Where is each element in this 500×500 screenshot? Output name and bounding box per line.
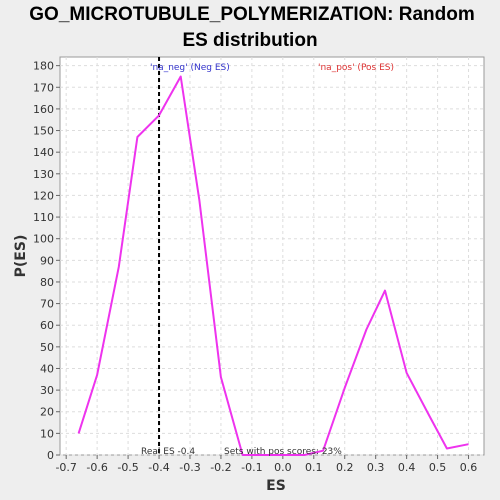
y-tick-label: 30: [40, 384, 54, 397]
y-tick-label: 10: [40, 427, 54, 440]
chart-title-line1: GO_MICROTUBULE_POLYMERIZATION: Random: [29, 4, 474, 25]
x-tick-label: -0.1: [241, 461, 262, 474]
x-tick-label: 0.3: [367, 461, 385, 474]
y-tick-label: 140: [33, 146, 54, 159]
real-es-annotation: Real ES -0.4: [141, 447, 195, 457]
x-tick-label: -0.7: [55, 461, 76, 474]
y-tick-label: 50: [40, 341, 54, 354]
x-tick-label: 0.6: [460, 461, 478, 474]
y-tick-label: 170: [33, 81, 54, 94]
x-tick-label: -0.2: [210, 461, 231, 474]
x-tick-label: 0.4: [398, 461, 416, 474]
y-axis-title: P(ES): [13, 235, 29, 278]
y-tick-label: 150: [33, 125, 54, 138]
y-tick-label: 160: [33, 103, 54, 116]
x-tick-label: 0.2: [336, 461, 354, 474]
x-axis: -0.7 -0.6 -0.5 -0.4 -0.3 -0.2 -0.1 0.0 0.1 0.2 0.3…: [55, 455, 477, 474]
x-tick-label: -0.4: [148, 461, 169, 474]
y-tick-label: 0: [47, 449, 54, 462]
y-tick-label: 110: [33, 211, 54, 224]
x-tick-label: -0.6: [86, 461, 107, 474]
x-tick-label: -0.3: [179, 461, 200, 474]
y-tick-label: 60: [40, 319, 54, 332]
y-tick-label: 80: [40, 276, 54, 289]
y-axis: 0 10 20 30 40 50 60 70 80 90 100 110 120 130 140 150 160…: [33, 60, 60, 462]
grid-lines: [60, 57, 484, 456]
legend-pos: 'na_pos' (Pos ES): [318, 63, 394, 73]
y-tick-label: 70: [40, 298, 54, 311]
y-tick-label: 100: [33, 233, 54, 246]
pos-scores-annotation: Sets with pos scores: 23%: [224, 447, 342, 457]
x-tick-label: 0.5: [429, 461, 447, 474]
x-tick-label: 0.1: [305, 461, 323, 474]
series-group: [77, 75, 469, 456]
legend-neg: 'na_neg' (Neg ES): [150, 63, 230, 73]
y-tick-label: 90: [40, 254, 54, 267]
series-line: [77, 75, 469, 456]
y-tick-label: 120: [33, 189, 54, 202]
y-tick-label: 40: [40, 362, 54, 375]
x-axis-title: ES: [266, 478, 286, 494]
y-tick-label: 130: [33, 168, 54, 181]
plot-area: [59, 56, 485, 456]
y-tick-label: 20: [40, 406, 54, 419]
x-tick-label: -0.5: [117, 461, 138, 474]
x-tick-label: 0.0: [274, 461, 292, 474]
y-tick-label: 180: [33, 60, 54, 73]
chart-title-line2: ES distribution: [182, 30, 317, 51]
